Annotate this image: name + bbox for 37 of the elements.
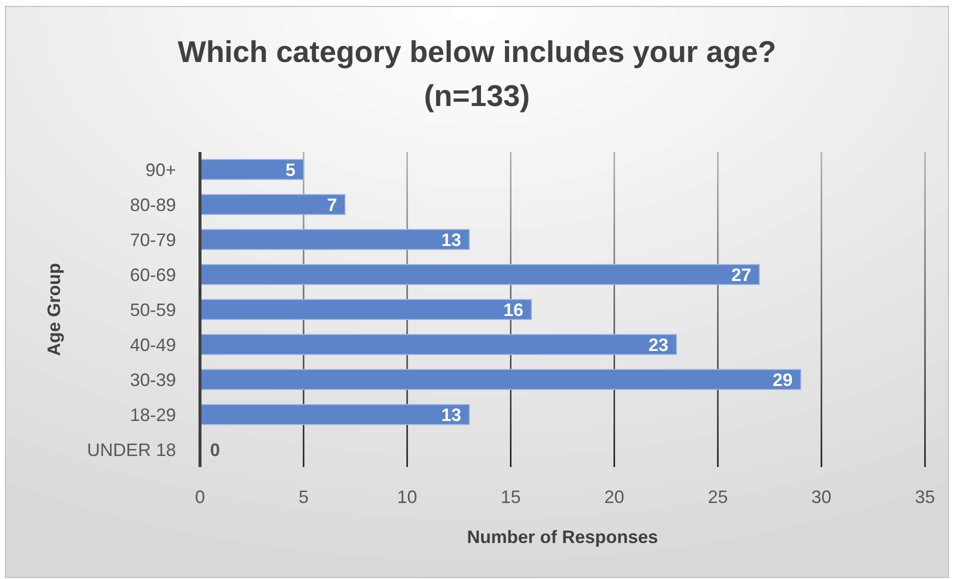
data-label: 29 xyxy=(772,370,793,390)
x-axis-title: Number of Responses xyxy=(466,527,658,547)
y-axis-title: Age Group xyxy=(44,263,64,356)
x-tick-label: 10 xyxy=(397,487,418,507)
bar xyxy=(200,404,470,425)
data-label: 23 xyxy=(648,334,668,355)
data-label: 5 xyxy=(286,160,296,180)
data-label: 27 xyxy=(731,264,752,285)
bar xyxy=(200,369,802,390)
y-tick-label: 50-59 xyxy=(130,300,176,320)
x-tick-label: 35 xyxy=(914,487,936,507)
y-tick-label: 80-89 xyxy=(130,194,176,215)
y-tick-label: 18-29 xyxy=(130,404,176,425)
x-tick-label: 30 xyxy=(811,487,832,507)
bar xyxy=(200,264,760,285)
data-label: 7 xyxy=(326,194,337,215)
bar xyxy=(200,299,532,320)
x-tick-label: 0 xyxy=(194,487,206,507)
data-label: 13 xyxy=(441,404,462,425)
y-tick-label: 90+ xyxy=(145,160,176,180)
y-tick-label: UNDER 18 xyxy=(86,440,176,460)
bar xyxy=(200,159,304,180)
x-tick-label: 5 xyxy=(298,487,309,507)
y-tick-label: 40-49 xyxy=(130,334,176,355)
y-tick-label: 60-69 xyxy=(130,264,176,285)
bar xyxy=(200,229,470,250)
data-label: 16 xyxy=(503,300,524,320)
x-tick-label: 20 xyxy=(604,487,624,507)
y-tick-label: 30-39 xyxy=(130,370,176,390)
x-tick-label: 15 xyxy=(500,487,521,507)
y-tick-label: 70-79 xyxy=(130,230,176,250)
data-label: 0 xyxy=(210,440,220,460)
bar xyxy=(200,334,677,355)
x-tick-label: 25 xyxy=(708,487,728,507)
bar xyxy=(200,194,346,215)
chart-title: Which category below includes your age? (n=133) xyxy=(178,36,776,113)
data-label: 13 xyxy=(441,230,462,250)
